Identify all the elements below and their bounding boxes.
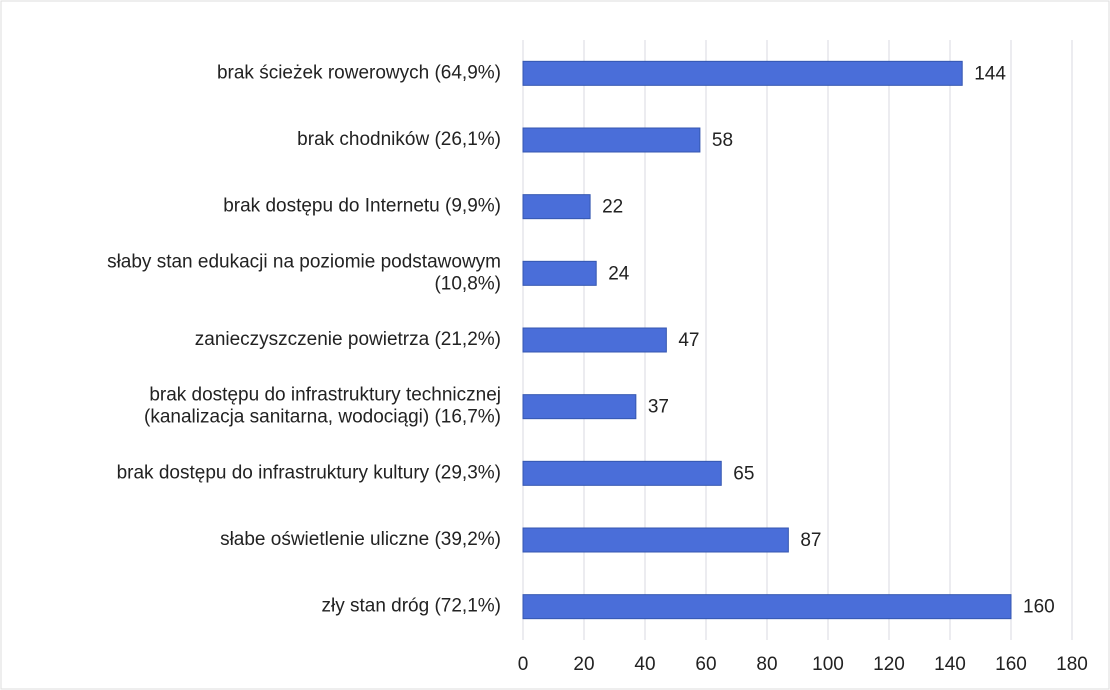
value-label: 47 xyxy=(678,330,699,351)
bar xyxy=(522,460,722,486)
bar xyxy=(522,260,597,286)
value-label: 58 xyxy=(712,130,733,151)
y-tick-label: słabe oświetlenie uliczne (39,2%) xyxy=(220,529,501,550)
bar xyxy=(522,127,701,153)
value-label: 160 xyxy=(1023,597,1055,618)
x-tick-label: 140 xyxy=(934,654,966,675)
y-tick-label: słaby stan edukacji na poziomie podstawo… xyxy=(107,251,501,294)
x-tick-label: 120 xyxy=(873,654,905,675)
x-tick-label: 0 xyxy=(518,654,529,675)
y-tick-label: zły stan dróg (72,1%) xyxy=(321,596,501,617)
y-tick-label: brak dostępu do Internetu (9,9%) xyxy=(223,196,501,217)
x-tick-label: 100 xyxy=(812,654,844,675)
x-tick-label: 20 xyxy=(573,654,594,675)
x-tick-label: 60 xyxy=(695,654,716,675)
y-tick-label: brak dostępu do infrastruktury techniczn… xyxy=(144,385,501,428)
y-tick-label: brak dostępu do infrastruktury kultury (… xyxy=(117,462,501,483)
bar xyxy=(522,60,963,86)
x-tick-label: 40 xyxy=(634,654,655,675)
bar xyxy=(522,527,789,553)
x-tick-label: 180 xyxy=(1056,654,1088,675)
value-label: 87 xyxy=(800,530,821,551)
y-tick-label: brak ścieżek rowerowych (64,9%) xyxy=(217,62,501,83)
value-label: 24 xyxy=(608,263,630,284)
value-label: 37 xyxy=(648,397,669,418)
bar xyxy=(522,194,591,220)
bar xyxy=(522,394,637,420)
bar xyxy=(522,594,1012,620)
bar xyxy=(522,327,667,353)
y-tick-label: zanieczyszczenie powietrza (21,2%) xyxy=(195,329,501,350)
value-label: 144 xyxy=(974,63,1006,84)
value-label: 65 xyxy=(733,463,754,484)
x-tick-label: 80 xyxy=(756,654,777,675)
x-tick-label: 160 xyxy=(995,654,1027,675)
value-label: 22 xyxy=(602,197,623,218)
y-tick-label: brak chodników (26,1%) xyxy=(297,129,501,150)
